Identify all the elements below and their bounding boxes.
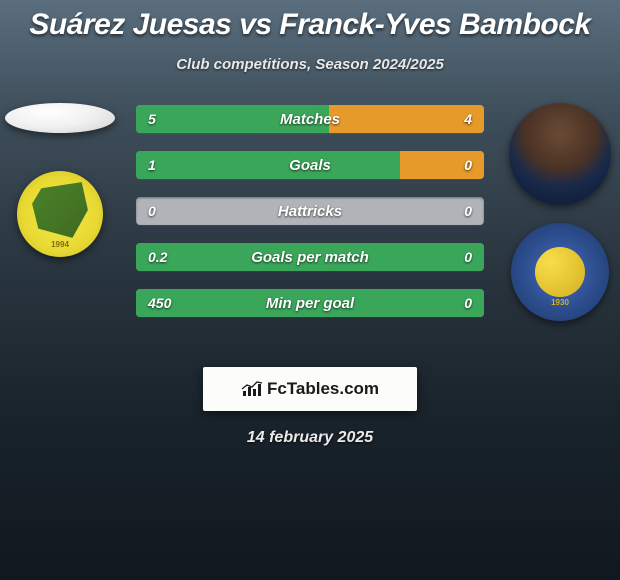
stat-bars: Matches54 Goals10 Hattricks0 0 Goals per mat… (136, 105, 484, 335)
player-right-column: 1930 (505, 103, 615, 321)
comparison-date: 14 february 2025 (0, 429, 620, 447)
stat-row: Goals10 (136, 151, 484, 179)
stat-bar-left (136, 151, 400, 179)
comparison-body: 1994 1930 Matches54 Goals10 Hattricks0 0 Goa… (0, 103, 620, 363)
player-right-avatar (509, 103, 611, 205)
stat-label: Hattricks (136, 197, 484, 225)
stat-row: Hattricks0 0 (136, 197, 484, 225)
comparison-subtitle: Club competitions, Season 2024/2025 (0, 56, 620, 73)
stat-row: Matches54 (136, 105, 484, 133)
stat-bar-left (136, 105, 329, 133)
stat-value-left: 0 (136, 197, 168, 225)
stat-bar-right (400, 151, 484, 179)
player-left-column: 1994 (5, 103, 115, 257)
stat-bar-left (136, 289, 484, 317)
stat-row: Min per goal4500 (136, 289, 484, 317)
stat-value-right: 0 (452, 197, 484, 225)
club-badge-left: 1994 (17, 171, 103, 257)
brand-text: FcTables.com (267, 379, 379, 399)
club-badge-right: 1930 (511, 223, 609, 321)
stat-bar-left (136, 243, 484, 271)
club-badge-left-year: 1994 (17, 240, 103, 249)
stat-row: Goals per match0.20 (136, 243, 484, 271)
club-badge-right-year: 1930 (511, 298, 609, 307)
player-left-avatar (5, 103, 115, 133)
brand-badge[interactable]: FcTables.com (203, 367, 417, 411)
stat-bar-right (329, 105, 484, 133)
comparison-title: Suárez Juesas vs Franck-Yves Bambock (0, 0, 620, 42)
chart-icon (241, 380, 263, 398)
